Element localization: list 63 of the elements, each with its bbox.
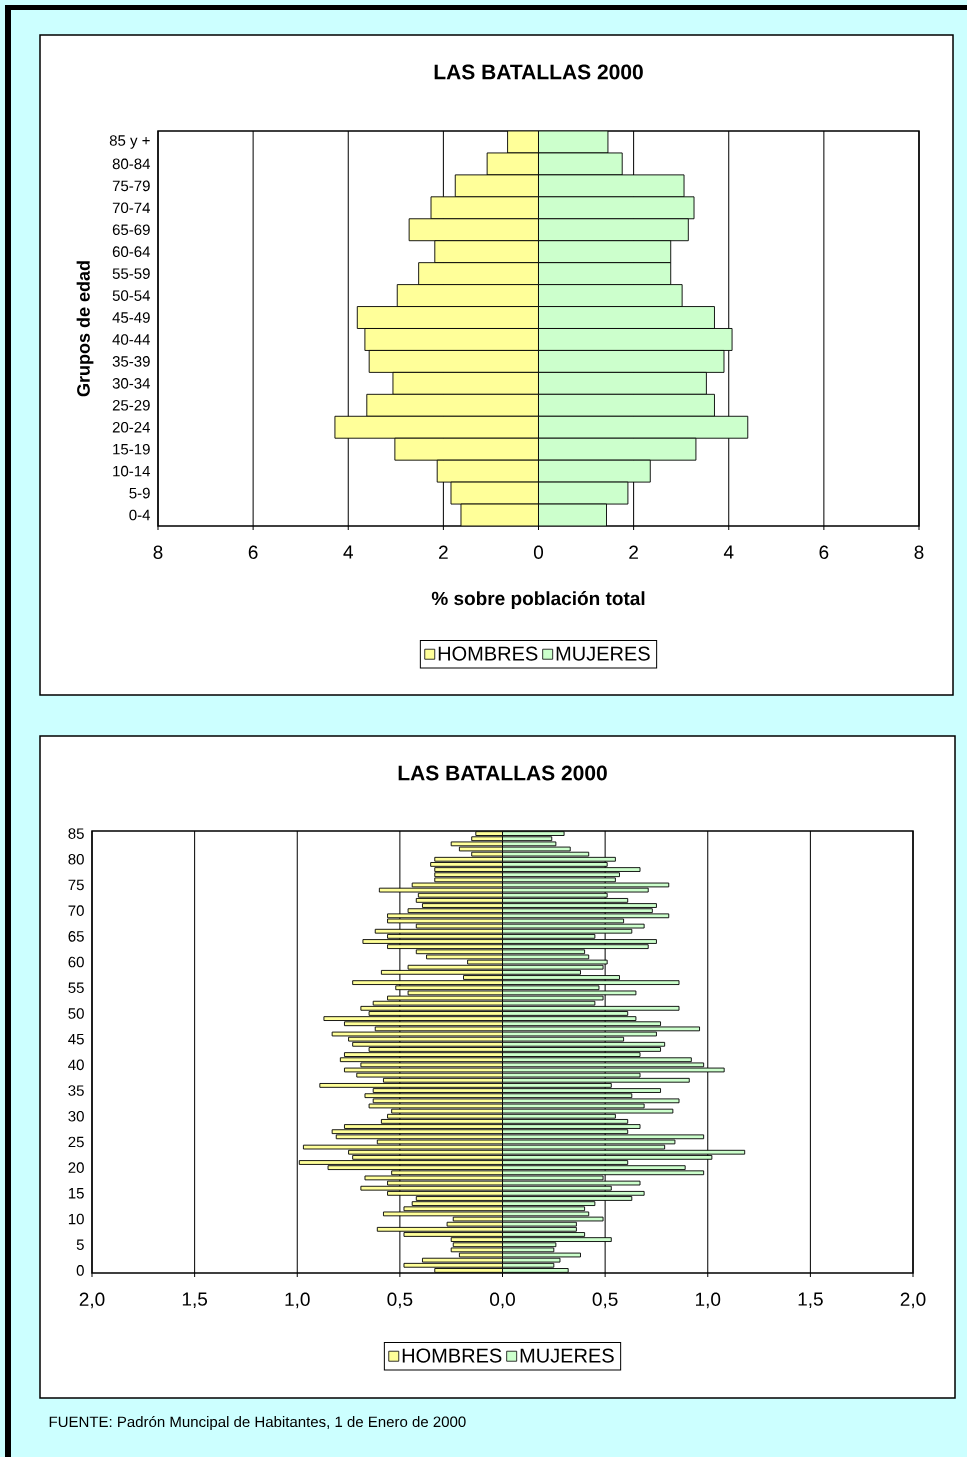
y-tick-label: 55-59 (112, 268, 150, 279)
y-tick-label: 60-64 (112, 246, 151, 257)
x-tick-label: 4 (723, 545, 734, 559)
y-tick-label: 75-79 (112, 180, 150, 192)
y-tick-label: 35 (68, 1085, 84, 1096)
source-note: FUENTE: Padrón Muncipal de Habitantes, 1 de Enero de 2000 (49, 1415, 466, 1431)
y-tick-label: 80 (68, 853, 84, 865)
y-tick-label: 45 (68, 1033, 84, 1045)
y-tick-label: 70-74 (112, 202, 151, 214)
y-tick-label: 65-69 (112, 224, 150, 236)
y-tick-label: 20-24 (112, 421, 151, 433)
y-tick-label: 65 (68, 931, 84, 942)
x-tick-label: 0,0 (490, 1292, 515, 1309)
y-tick-label: 15 (68, 1188, 84, 1199)
x-tick-label: 6 (819, 545, 829, 559)
y-tick-label: 35-39 (112, 356, 150, 367)
y-tick-label: 70 (68, 905, 84, 916)
y-tick-label: 15-19 (113, 443, 150, 455)
x-axis-title: % sobre población total (431, 591, 645, 609)
x-tick-label: 1,5 (182, 1292, 208, 1309)
x-tick-label: 2 (439, 545, 448, 559)
x-tick-label: 0 (533, 545, 544, 559)
y-tick-label: 60 (68, 956, 84, 968)
x-tick-label: 8 (153, 545, 163, 559)
x-tick-label: 8 (914, 545, 924, 559)
y-tick-label: 30 (68, 1110, 84, 1122)
x-tick-label: 4 (343, 545, 353, 559)
y-tick-label: 10 (68, 1213, 84, 1225)
y-tick-label: 85 y + (109, 135, 150, 149)
y-tick-label: 20 (68, 1162, 84, 1173)
y-tick-label: 50-54 (112, 290, 151, 301)
x-tick-label: 1,5 (798, 1292, 823, 1309)
chart-title: LAS BATALLAS 2000 (398, 765, 607, 781)
y-tick-label: 40-44 (112, 334, 151, 345)
x-tick-label: 2 (629, 545, 638, 559)
y-tick-label: 40 (68, 1059, 84, 1071)
y-tick-label: 55 (68, 982, 84, 993)
y-tick-label: 5 (76, 1239, 84, 1250)
x-tick-label: 0,5 (387, 1292, 413, 1309)
legend-label: HOMBRES (438, 646, 538, 661)
y-tick-label: 0-4 (129, 509, 151, 521)
legend-label: MUJERES (556, 646, 650, 661)
y-tick-label: 50 (68, 1008, 84, 1019)
y-tick-label: 45-49 (112, 312, 150, 323)
x-tick-label: 0,5 (592, 1292, 618, 1309)
y-axis-title: Grupos de edad (76, 261, 94, 397)
legend-label: MUJERES (520, 1348, 614, 1363)
x-tick-label: 2,0 (900, 1292, 926, 1309)
x-tick-label: 1,0 (285, 1292, 310, 1309)
y-tick-label: 25-29 (112, 399, 150, 411)
x-tick-label: 1,0 (695, 1292, 721, 1309)
y-tick-label: 75 (68, 879, 84, 891)
y-tick-label: 25 (68, 1136, 84, 1148)
x-tick-label: 2,0 (79, 1292, 105, 1309)
chart-title: LAS BATALLAS 2000 (434, 64, 643, 80)
legend-label: HOMBRES (402, 1348, 502, 1363)
y-tick-label: 80-84 (112, 158, 151, 170)
y-tick-label: 10-14 (113, 465, 151, 477)
y-tick-label: 30-34 (112, 378, 151, 389)
y-tick-label: 0 (76, 1265, 84, 1276)
x-tick-label: 6 (248, 545, 258, 559)
y-tick-label: 5-9 (129, 487, 150, 499)
y-tick-label: 85 (68, 828, 84, 839)
